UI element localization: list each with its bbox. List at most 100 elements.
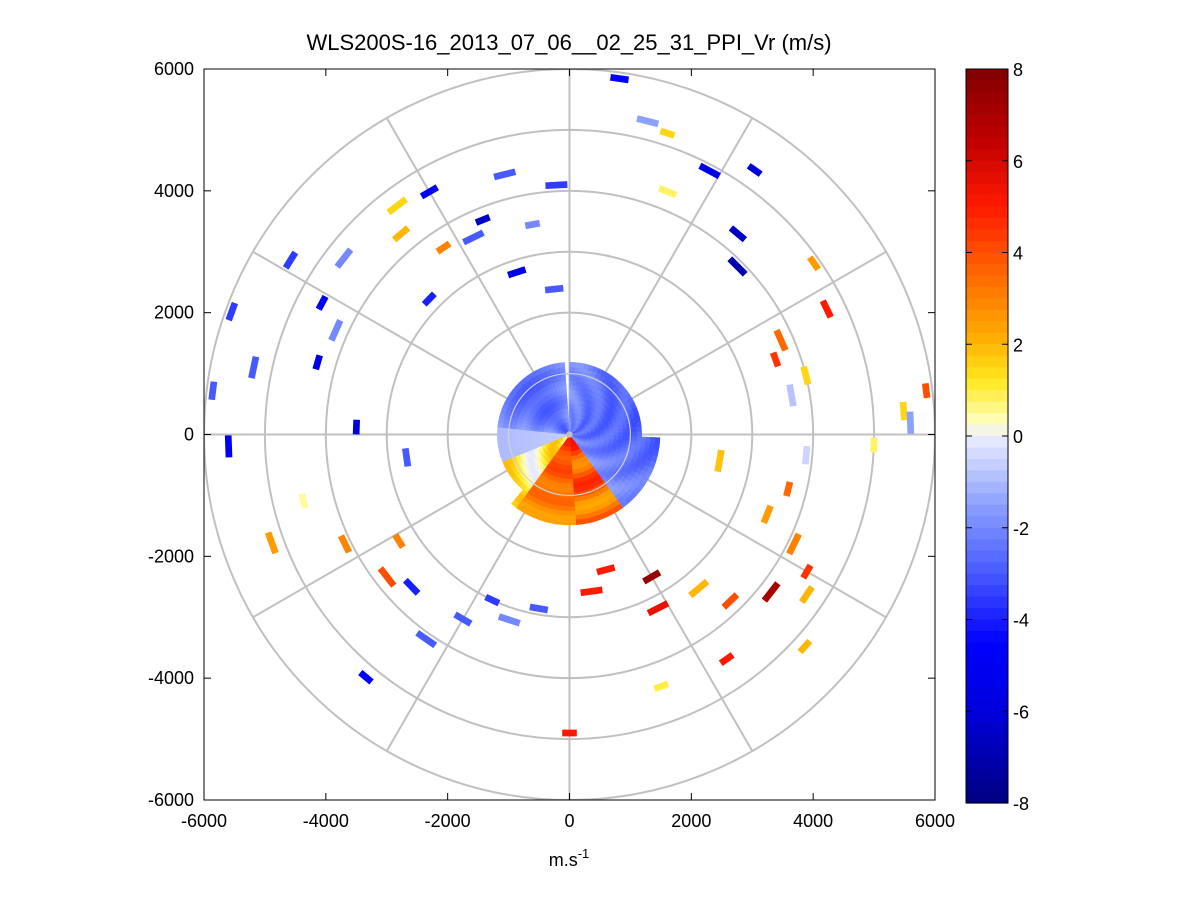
near-field-cell (569, 519, 577, 526)
near-field-cell (609, 432, 615, 437)
near-field-cell (554, 362, 561, 369)
near-field-cell (631, 436, 638, 442)
velocity-cell (609, 74, 630, 84)
near-field-cell (565, 407, 569, 414)
velocity-cell (562, 729, 577, 737)
velocity-cell (797, 638, 813, 655)
near-field-cell (569, 469, 573, 476)
near-field-cell (569, 501, 575, 508)
velocity-cell (657, 185, 678, 199)
colorbar-segment (966, 745, 1008, 758)
velocity-cell (386, 196, 408, 216)
near-field-cell (561, 380, 567, 386)
velocity-cell (899, 401, 908, 421)
chart-title: WLS200S-16_2013_07_06__02_25_31_PPI_Vr (… (306, 30, 831, 55)
colorbar-segment (966, 665, 1008, 678)
velocity-cell (786, 384, 797, 407)
velocity-cell (636, 115, 660, 128)
x-tick-label: -6000 (181, 811, 227, 831)
near-field-cell (569, 375, 574, 382)
near-field-cell (635, 421, 642, 428)
velocity-cell (800, 365, 812, 386)
velocity-cell (714, 449, 725, 473)
colorbar (966, 69, 1008, 804)
velocity-cell (484, 593, 501, 607)
colorbar-segment (966, 298, 1008, 311)
velocity-cell (334, 247, 354, 269)
x-axis-label-exponent: -1 (578, 846, 590, 861)
near-field-cell (556, 519, 564, 526)
velocity-cell (545, 181, 568, 190)
near-field-cell (618, 428, 624, 434)
velocity-cell (727, 256, 748, 277)
colorbar-segment (966, 619, 1008, 632)
colorbar-segment (966, 481, 1008, 494)
colorbar-segment (966, 768, 1008, 781)
x-tick-label: 4000 (793, 811, 833, 831)
colorbar-tick-label: 4 (1013, 244, 1023, 264)
velocity-cell (435, 240, 452, 255)
velocity-cell (659, 127, 676, 139)
colorbar-segment (966, 275, 1008, 288)
near-field-cell (618, 432, 624, 437)
x-tick-label: -4000 (303, 811, 349, 831)
velocity-cell (596, 564, 616, 576)
colorbar-segment (966, 504, 1008, 517)
y-tick-label: 6000 (154, 59, 194, 79)
velocity-cell (799, 585, 815, 605)
colorbar-segment (966, 149, 1008, 162)
velocity-cell (802, 445, 811, 465)
near-field-cell (562, 389, 568, 396)
velocity-cell (646, 600, 670, 617)
velocity-cell (653, 680, 670, 693)
y-tick-label: -6000 (148, 790, 194, 810)
near-field-cell (563, 506, 570, 512)
near-field-cell (497, 436, 503, 443)
colorbar-segment (966, 218, 1008, 231)
near-field-velocity (497, 361, 661, 526)
colorbar-segment (966, 780, 1008, 793)
near-field-cell (569, 460, 573, 466)
colorbar-tick-label: -2 (1013, 519, 1029, 539)
colorbar-segment (966, 516, 1008, 529)
colorbar-segment (966, 585, 1008, 598)
colorbar-segment (966, 229, 1008, 242)
near-field-cell (497, 426, 503, 433)
near-field-cell (609, 429, 615, 434)
x-axis-ticks: -6000 -4000 -2000 0 2000 4000 6000 (181, 69, 955, 831)
near-field-cell (575, 519, 583, 526)
colorbar-tick-label: -8 (1013, 794, 1029, 814)
colorbar-segment (966, 573, 1008, 586)
near-field-cell (497, 441, 504, 448)
colorbar-segment (966, 103, 1008, 116)
velocity-cell (248, 355, 260, 379)
near-field-cell (569, 366, 575, 372)
near-field-cell (569, 506, 576, 512)
colorbar-tick-label: 8 (1013, 60, 1023, 80)
near-field-cell (613, 428, 620, 434)
colorbar-segment (966, 160, 1008, 173)
velocity-cell (786, 532, 802, 556)
velocity-cell (474, 214, 491, 226)
colorbar-segment (966, 332, 1008, 345)
colorbar-segment (966, 367, 1008, 380)
colorbar-segment (966, 653, 1008, 666)
colorbar-segment (966, 757, 1008, 770)
colorbar-segment (966, 172, 1008, 185)
velocity-cell (580, 586, 603, 597)
velocity-cell (298, 492, 309, 509)
velocity-cell (575, 58, 590, 65)
colorbar-segment (966, 126, 1008, 139)
velocity-cell (493, 168, 517, 181)
velocity-cell (746, 163, 763, 177)
colorbar-tick-label: -6 (1013, 702, 1029, 722)
colorbar-segment (966, 91, 1008, 105)
colorbar-segment (966, 676, 1008, 689)
colorbar-segment (966, 183, 1008, 196)
colorbar-segment (966, 241, 1008, 254)
velocity-cell (819, 299, 834, 319)
near-field-cell (497, 431, 503, 438)
colorbar-segment (966, 355, 1008, 368)
near-field-cell (563, 394, 568, 400)
